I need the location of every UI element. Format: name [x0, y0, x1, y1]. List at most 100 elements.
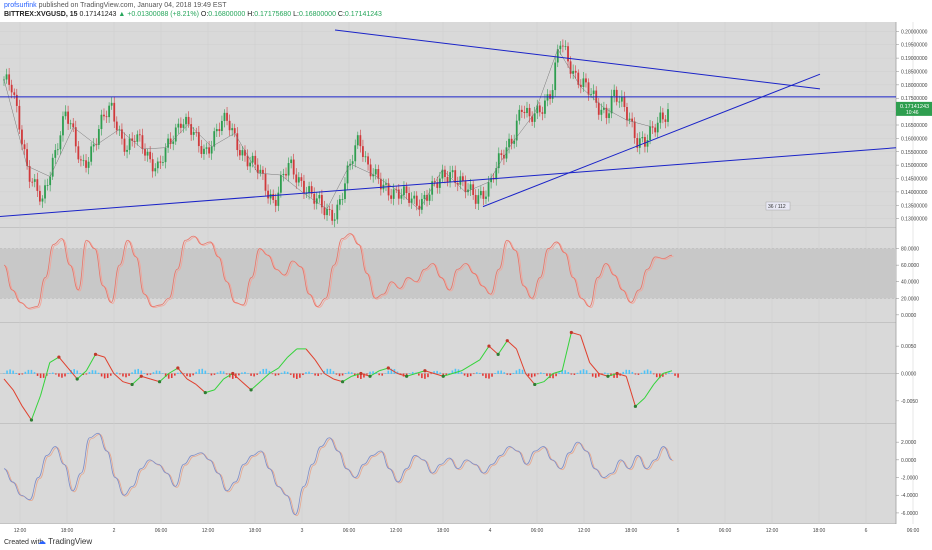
- candle-body: [654, 127, 657, 133]
- macd-segment: [525, 373, 536, 385]
- macd-pivot-dot: [496, 352, 500, 356]
- macd-segment: [662, 370, 673, 374]
- macd-segment: [104, 356, 115, 374]
- macd-pivot-dot: [487, 344, 491, 348]
- indicator-badge: [765, 201, 791, 211]
- histogram-bar: [604, 372, 606, 374]
- histogram-bar: [143, 373, 146, 374]
- candle-body: [664, 119, 667, 122]
- histogram-bar: [6, 370, 8, 374]
- histogram-bar: [543, 373, 545, 374]
- candle-body: [154, 168, 157, 172]
- candle-body: [359, 135, 362, 147]
- histogram-bar: [161, 373, 164, 374]
- close-label: C:: [337, 11, 345, 18]
- y-tick-label: -2.0000: [901, 476, 918, 482]
- candle-body: [592, 90, 595, 95]
- macd-pivot-dot: [441, 374, 445, 378]
- candle-body: [282, 173, 285, 176]
- y-tick-label: 0.0000: [901, 313, 917, 319]
- histogram-bar: [616, 373, 618, 378]
- histogram-bar: [658, 373, 661, 379]
- candle-body: [326, 209, 328, 216]
- macd-pivot-dot: [231, 371, 235, 376]
- candle-body: [62, 116, 64, 136]
- candle-body: [185, 116, 187, 125]
- open-label: O:: [200, 11, 209, 18]
- histogram-bar: [597, 373, 600, 377]
- candle-body: [620, 96, 623, 102]
- macd-pivot-dot: [423, 369, 427, 373]
- histogram-bar: [247, 373, 249, 374]
- candle-body: [510, 138, 513, 144]
- macd-pivot-dot: [359, 371, 363, 376]
- candle-body: [205, 147, 208, 149]
- macd-segment: [278, 356, 289, 369]
- macd-pivot-dot: [386, 366, 390, 370]
- x-tick-label: 18:00: [813, 528, 826, 534]
- change-arrow-icon: ▲: [118, 11, 126, 18]
- macd-pivot-dot: [368, 374, 372, 378]
- candle-body: [169, 138, 172, 144]
- macd-segment: [85, 354, 96, 372]
- oscillator-line: [3, 432, 673, 516]
- candle-body: [128, 138, 131, 150]
- candle-body: [295, 174, 298, 183]
- candle-body: [413, 195, 416, 199]
- candle-body: [26, 149, 28, 167]
- histogram-bar: [48, 373, 51, 374]
- author-link[interactable]: profsurfink: [4, 2, 37, 9]
- candle-body: [274, 199, 277, 206]
- y-tick-label: 0.15500000: [901, 150, 928, 156]
- histogram-bar: [329, 368, 332, 374]
- macd-segment: [58, 356, 69, 369]
- symbol-label[interactable]: BITTREX:XVGUSD, 15: [4, 11, 78, 18]
- candle-body: [233, 128, 236, 134]
- macd-segment: [131, 375, 142, 385]
- candle-body: [146, 151, 149, 156]
- histogram-bar: [369, 371, 371, 374]
- candle-body: [572, 70, 575, 74]
- tradingview-logo-icon[interactable]: ☁ TradingView: [38, 537, 93, 546]
- histogram-bar: [91, 370, 94, 374]
- candle-body: [182, 124, 185, 128]
- histogram-bar: [88, 371, 91, 374]
- histogram-bar: [677, 373, 679, 378]
- candle-body: [195, 131, 198, 133]
- candle-body: [464, 180, 467, 193]
- x-tick-label: 5: [677, 528, 680, 534]
- candle-body: [46, 185, 49, 186]
- histogram-bar: [320, 373, 323, 375]
- histogram-bar: [375, 372, 377, 374]
- candle-body: [303, 180, 305, 194]
- candle-body: [600, 109, 603, 115]
- histogram-bar: [299, 373, 301, 378]
- y-tick-label: 20.0000: [901, 296, 919, 302]
- macd-segment: [461, 364, 471, 372]
- histogram-bar: [177, 372, 179, 374]
- histogram-bar: [106, 373, 109, 378]
- candle-body: [390, 195, 393, 199]
- macd-pivot-dot: [405, 374, 409, 378]
- histogram-bar: [207, 373, 210, 374]
- histogram-bar: [122, 373, 124, 377]
- histogram-bar: [561, 370, 563, 374]
- histogram-bar: [536, 373, 539, 375]
- macd-pivot-dot: [633, 404, 637, 408]
- candle-body: [520, 109, 523, 112]
- ohlc-line: BITTREX:XVGUSD, 15 0.17141243 ▲ +0.01300…: [4, 11, 382, 18]
- candle-body: [551, 90, 554, 99]
- candle-body: [290, 159, 293, 164]
- candle-body: [113, 102, 116, 122]
- candle-body: [646, 140, 649, 147]
- histogram-bar: [649, 370, 652, 374]
- macd-segment: [269, 367, 279, 374]
- histogram-bar: [97, 372, 100, 374]
- histogram-bar: [463, 373, 466, 376]
- histogram-bar: [85, 373, 88, 375]
- histogram-bar: [76, 370, 79, 374]
- price-label-value: 0.17141243: [900, 104, 929, 110]
- candle-body: [187, 116, 190, 125]
- y-tick-label: 0.18500000: [901, 69, 928, 75]
